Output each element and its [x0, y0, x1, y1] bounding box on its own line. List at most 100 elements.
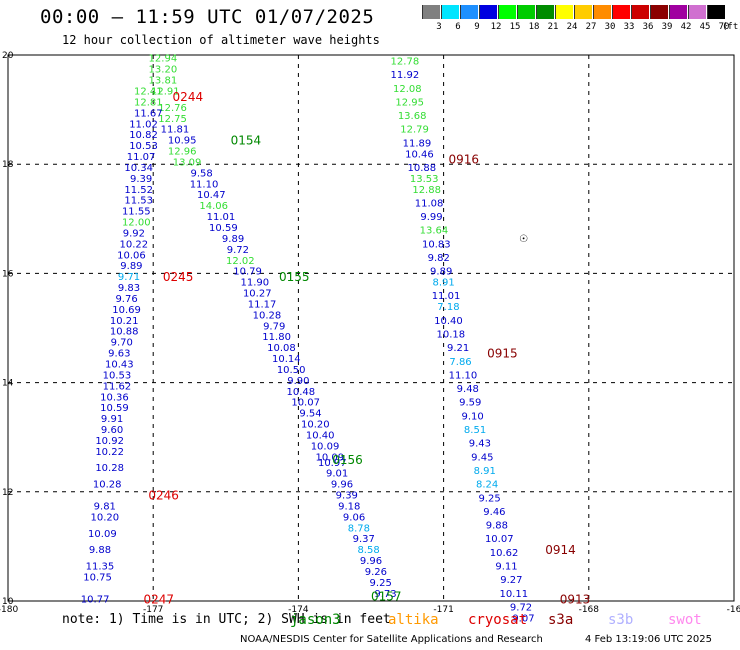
wave-height-value: 10.97 [318, 458, 347, 469]
satellite-label: jason3 [290, 612, 341, 628]
legend-swatch [555, 5, 573, 19]
legend-swatch [688, 5, 706, 19]
wave-height-value: 9.88 [89, 545, 111, 556]
map-frame [7, 54, 735, 602]
lon-tick-label: -177 [143, 605, 163, 615]
lat-tick-label: 12 [2, 488, 13, 498]
wave-height-value: 8.91 [474, 466, 496, 477]
wave-height-value: 10.14 [272, 354, 301, 365]
pass-label: 0916 [448, 153, 479, 167]
legend-swatch [707, 5, 725, 19]
wave-height-value: 11.67 [134, 108, 163, 119]
wave-height-value: 10.08 [267, 343, 296, 354]
lat-tick-label: 20 [2, 51, 14, 61]
wave-height-value: 7.18 [437, 302, 459, 313]
wave-height-value: 11.52 [124, 185, 153, 196]
wave-height-value: 9.60 [101, 425, 123, 436]
wave-height-value: 10.20 [90, 512, 119, 523]
wave-height-value: 9.10 [462, 411, 484, 422]
wave-height-value: 10.47 [197, 190, 226, 201]
wave-height-value: 10.75 [83, 572, 112, 583]
legend-swatch [631, 5, 649, 19]
legend-swatch [669, 5, 687, 19]
wave-height-value: 11.10 [449, 370, 478, 381]
wave-height-value: 9.27 [500, 575, 522, 586]
wave-height-value: 12.02 [226, 256, 255, 267]
wave-height-value: 12.78 [391, 56, 420, 67]
wave-height-value: 8.24 [476, 480, 498, 491]
legend-swatch [460, 5, 478, 19]
wave-height-value: 10.09 [88, 529, 117, 540]
wave-height-value: 11.02 [129, 119, 158, 130]
wave-height-value: 9.96 [360, 556, 382, 567]
wave-height-value: 10.21 [110, 316, 139, 327]
wave-height-value: 10.07 [485, 534, 514, 545]
wave-height-value: 11.01 [207, 212, 236, 223]
legend-swatch [479, 5, 497, 19]
wave-height-value: 10.18 [437, 329, 466, 340]
lon-tick-label: -168 [579, 605, 600, 615]
satellite-label: swot [668, 612, 702, 628]
legend-swatch [422, 5, 440, 19]
legend-label: 18 [528, 22, 540, 32]
pass-label: 0246 [148, 489, 179, 503]
wave-height-value: 10.92 [95, 436, 124, 447]
wave-height-value: 9.81 [94, 501, 116, 512]
wave-height-value: 9.72 [510, 602, 532, 613]
legend-swatch [574, 5, 592, 19]
wave-height-value: 13.68 [398, 111, 427, 122]
wave-height-value: 10.48 [286, 387, 315, 398]
pass-label: 0915 [487, 347, 518, 361]
wave-height-value: 7.86 [449, 357, 471, 368]
wave-height-value: 10.46 [405, 149, 434, 160]
wave-height-value: 9.18 [338, 501, 360, 512]
wave-height-value: 9.82 [428, 253, 450, 264]
satellite-label: cryosat [468, 612, 528, 628]
wave-height-value: 10.69 [112, 305, 141, 316]
wave-height-value: 13.20 [149, 65, 178, 76]
legend-label: 33 [623, 22, 635, 32]
wave-height-value: 11.08 [415, 198, 444, 209]
wave-height-value: 10.28 [253, 310, 282, 321]
wave-height-value: 8.58 [357, 545, 379, 556]
pass-label: 0156 [332, 453, 363, 467]
wave-height-value: 9.43 [469, 439, 491, 450]
pass-label: 0157 [371, 590, 402, 604]
wave-height-value: 11.55 [122, 207, 151, 218]
wave-height-value: 11.89 [403, 138, 432, 149]
wave-height-value: 9.96 [331, 480, 353, 491]
wave-height-value: 9.90 [287, 376, 309, 387]
lon-tick-label: -16 [727, 605, 740, 615]
wave-height-value: 10.34 [124, 163, 153, 174]
wave-height-value: 8.51 [464, 425, 486, 436]
wave-height-value: 9.63 [108, 349, 130, 360]
wave-height-value: 12.81 [134, 97, 163, 108]
wave-height-value: 9.79 [263, 321, 285, 332]
pass-label: 0244 [173, 90, 204, 104]
wave-height-value: 9.99 [420, 212, 442, 223]
satellite-label: s3a [548, 612, 574, 628]
legend-label: 6 [455, 22, 461, 32]
wave-height-value: 10.09 [316, 452, 345, 463]
wave-height-value: 13.81 [149, 76, 178, 87]
wave-height-value: 10.09 [311, 441, 340, 452]
wave-height-value: 10.88 [110, 327, 139, 338]
wave-height-value: 10.77 [81, 594, 110, 605]
wave-height-value: 9.11 [495, 562, 517, 573]
legend-label: 45 [699, 22, 711, 32]
wave-height-value: 12.75 [158, 114, 187, 125]
wave-height-value: 9.91 [101, 414, 123, 425]
footer-note: note: 1) Time is in UTC; 2) SWH is in fe… [62, 612, 391, 627]
map-title: 00:00 – 11:59 UTC 01/07/2025 [40, 6, 375, 28]
wave-height-value: 9.88 [486, 521, 508, 532]
lat-tick-label: 14 [2, 379, 14, 389]
legend-label: 3 [436, 22, 442, 32]
legend-label: 30 [604, 22, 616, 32]
wave-height-value: 10.82 [129, 130, 158, 141]
wave-height-value: 12.95 [395, 97, 424, 108]
pass-label: 0247 [144, 592, 175, 606]
wave-height-value: 10.88 [407, 163, 436, 174]
legend-label: 36 [642, 22, 654, 32]
credit-line: NOAA/NESDIS Center for Satellite Applica… [240, 634, 543, 645]
lat-tick-label: 18 [2, 160, 14, 170]
